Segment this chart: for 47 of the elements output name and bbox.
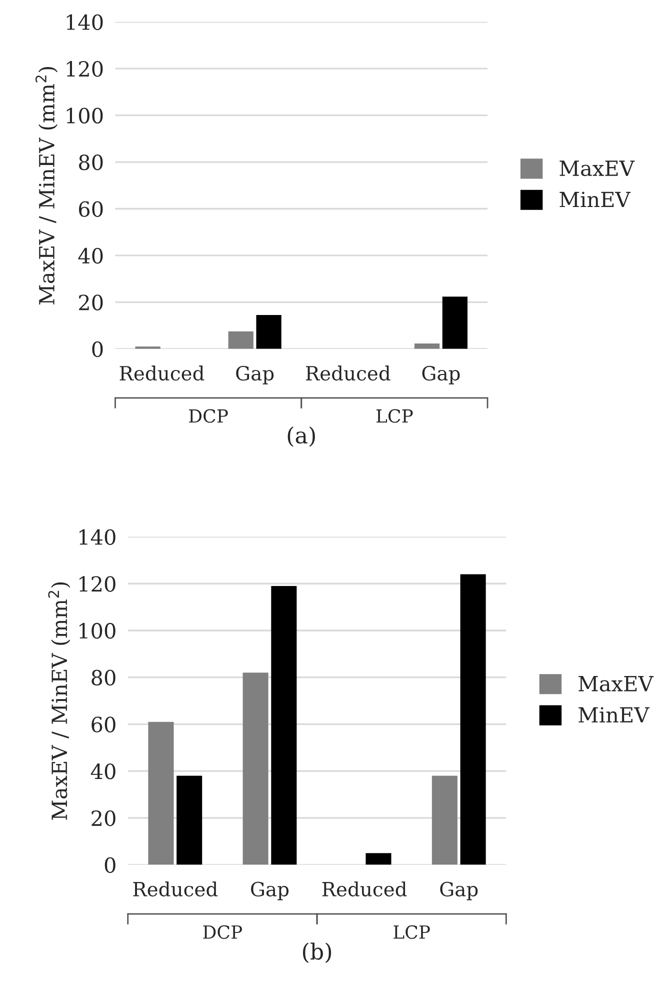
x-tick-label: Gap [422, 366, 460, 384]
bar [228, 331, 254, 349]
y-tick-label: 80 [78, 154, 103, 170]
y-tick-label: 40 [78, 248, 103, 264]
text: (a) [288, 426, 315, 447]
legend-label: MinEV [578, 707, 650, 722]
x-tick-label: Gap [440, 882, 478, 900]
bar [256, 315, 282, 349]
y-tick-label: 140 [80, 529, 116, 545]
bar [414, 344, 440, 349]
y-tick-label: 20 [79, 294, 103, 310]
bar [242, 672, 268, 865]
y-tick-label: 0 [92, 341, 103, 358]
y-tick-label: 60 [92, 716, 116, 732]
y-tick-label: 60 [78, 201, 103, 217]
bar [176, 776, 202, 865]
bar [442, 296, 468, 349]
y-tick-label: 140 [66, 14, 103, 30]
bar [148, 722, 174, 865]
x-tick-label: Reduced [120, 366, 204, 381]
x-tick-label: Reduced [133, 881, 218, 896]
y-tick-label: 40 [90, 764, 116, 780]
y-axis-title: MaxEV / MinEV (mm$^{2}$) [48, 582, 70, 820]
text: DCP [203, 925, 242, 939]
text: LCP [394, 925, 430, 939]
bar [271, 586, 297, 865]
y-tick-label: 100 [80, 622, 116, 639]
bar [460, 574, 486, 865]
y-tick-label: 120 [80, 576, 116, 592]
y-tick-label: 100 [66, 108, 103, 124]
y-tick-label: 20 [92, 810, 116, 826]
x-tick-label: Reduced [306, 366, 390, 381]
legend-label: MaxEV [578, 676, 654, 692]
y-tick-label: 80 [92, 670, 116, 686]
text: LCP [376, 409, 413, 423]
bar [432, 776, 458, 865]
text: (b) [302, 942, 332, 963]
y-tick-label: 120 [66, 61, 103, 77]
x-tick-label: Gap [236, 366, 274, 384]
x-tick-label: Reduced [322, 881, 407, 896]
legend-label: MaxEV [560, 160, 635, 176]
legend-label: MinEV [560, 192, 631, 208]
x-tick-label: Gap [251, 882, 289, 900]
y-tick-label: 0 [104, 857, 116, 873]
bar [366, 853, 392, 865]
text: DCP [189, 409, 228, 423]
y-axis-title: MaxEV / MinEV (mm$^{2}$) [35, 67, 58, 304]
